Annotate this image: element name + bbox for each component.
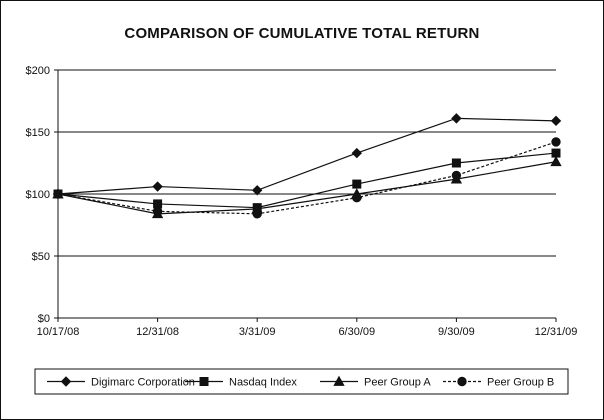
series-nasdaq-index <box>53 148 561 213</box>
data-point-square <box>451 158 461 168</box>
data-point-circle <box>457 376 467 387</box>
x-tick-label: 12/31/09 <box>535 326 578 338</box>
series-peer-group-a <box>52 155 562 219</box>
legend-label: Nasdaq Index <box>229 377 297 389</box>
legend: Digimarc Corporation Nasdaq Index Peer Gro… <box>34 368 569 395</box>
x-tick-label: 10/17/08 <box>37 326 80 338</box>
y-tick-label: $150 <box>26 127 50 139</box>
legend-label: Peer Group B <box>487 377 554 389</box>
data-point-square <box>352 179 362 189</box>
data-point-circle <box>551 137 561 147</box>
series-line <box>57 152 557 209</box>
series-line <box>57 141 557 215</box>
x-tick-label: 3/31/09 <box>239 326 276 338</box>
x-tick-label: 6/30/09 <box>338 326 375 338</box>
legend-label: Peer Group A <box>364 377 431 389</box>
data-point-diamond <box>251 185 263 196</box>
data-point-circle <box>252 209 262 219</box>
series-peer-group-b <box>53 137 561 219</box>
legend-item: Peer Group B <box>443 377 554 389</box>
series-line <box>57 117 557 195</box>
x-axis-ticks: 10/17/08 12/31/08 3/31/09 6/30/09 9/30/09 12/… <box>37 318 578 338</box>
y-axis-ticks: $0 $50 $100 $150 $200 <box>26 65 58 325</box>
x-tick-label: 12/31/08 <box>136 326 179 338</box>
series-line <box>57 161 557 215</box>
grid <box>58 69 556 257</box>
y-tick-label: $0 <box>38 313 50 325</box>
data-point-circle <box>152 206 163 217</box>
y-tick-label: $50 <box>32 251 50 263</box>
data-point-square <box>551 148 561 158</box>
data-point-diamond <box>152 181 163 192</box>
data-point-circle <box>451 170 462 181</box>
data-point-triangle <box>550 155 562 167</box>
data-point-circle <box>352 193 362 203</box>
data-point-diamond <box>451 113 462 124</box>
x-tick-label: 9/30/09 <box>438 326 475 338</box>
legend-item: Peer Group A <box>320 375 431 389</box>
y-tick-label: $200 <box>26 65 50 77</box>
legend-item: Nasdaq Index <box>185 377 297 389</box>
legend-item: Digimarc Corporation <box>47 376 195 389</box>
data-point-circle <box>53 189 63 199</box>
legend-label: Digimarc Corporation <box>91 377 195 389</box>
data-point-diamond <box>550 115 562 127</box>
data-point-square <box>199 377 209 386</box>
data-point-diamond <box>60 376 72 387</box>
series-digimarc-corporation <box>52 113 562 200</box>
series-layer <box>52 113 562 219</box>
chart-title: COMPARISON OF CUMULATIVE TOTAL RETURN <box>124 25 479 42</box>
data-point-diamond <box>351 147 363 159</box>
y-tick-label: $100 <box>26 189 50 201</box>
data-point-triangle <box>333 375 345 386</box>
